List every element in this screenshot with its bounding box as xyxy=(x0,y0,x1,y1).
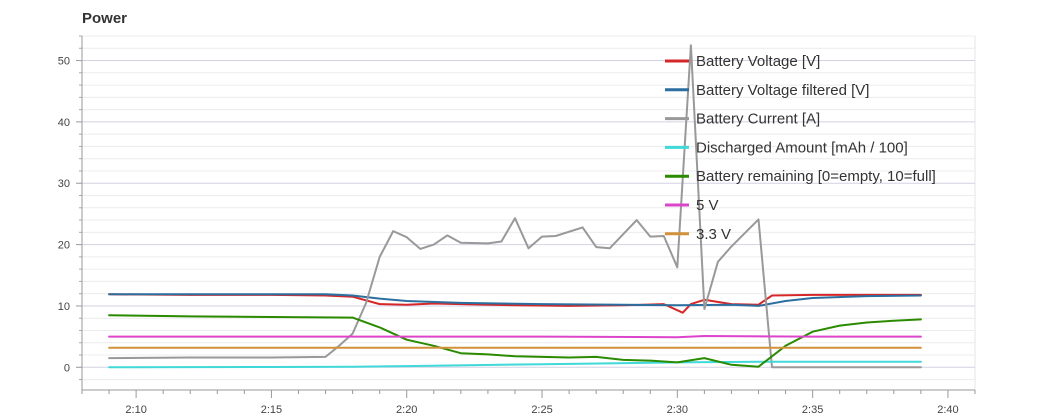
legend-label: Battery remaining [0=empty, 10=full] xyxy=(696,168,936,185)
x-tick-label: 2:10 xyxy=(125,404,146,416)
legend-label: 5 V xyxy=(696,197,719,214)
x-tick-label: 2:15 xyxy=(261,404,282,416)
grid xyxy=(81,35,976,391)
legend-item[interactable]: Discharged Amount [mAh / 100] xyxy=(665,139,908,156)
y-tick-label: 30 xyxy=(58,178,70,190)
legend-item[interactable]: Battery remaining [0=empty, 10=full] xyxy=(665,168,936,185)
series-line-2 xyxy=(108,293,922,307)
legend-label: Discharged Amount [mAh / 100] xyxy=(696,139,908,156)
y-tick-label: 20 xyxy=(58,240,70,252)
legend-label: Battery Voltage [V] xyxy=(696,53,820,70)
series-line-6 xyxy=(108,335,922,339)
x-tick-label: 2:30 xyxy=(667,404,688,416)
y-tick-label: 0 xyxy=(64,362,70,374)
legend-item[interactable]: Battery Voltage [V] xyxy=(665,53,820,70)
chart-title: Power xyxy=(82,10,128,27)
x-tick-label: 2:35 xyxy=(802,404,823,416)
series-layer xyxy=(108,44,922,369)
legend-item[interactable]: Battery Current [A] xyxy=(665,111,820,128)
x-tick-label: 2:20 xyxy=(396,404,417,416)
legend-label: 3.3 V xyxy=(696,226,731,243)
series-line-3 xyxy=(108,44,922,369)
x-tick-label: 2:40 xyxy=(937,404,958,416)
y-tick-label: 10 xyxy=(58,301,70,313)
axes: 0 10 20 30 40 50 2:10 2:15 2:20 2:25 2:30 2:35 2:40 xyxy=(58,35,976,416)
legend-label: Battery Voltage filtered [V] xyxy=(696,82,869,99)
legend-label: Battery Current [A] xyxy=(696,111,820,128)
legend[interactable]: Battery Voltage [V] Battery Voltage filte… xyxy=(665,53,936,243)
y-tick-label: 40 xyxy=(58,117,70,129)
y-tick-label: 50 xyxy=(58,56,70,68)
legend-item[interactable]: Battery Voltage filtered [V] xyxy=(665,82,869,99)
series-line-4 xyxy=(108,360,922,369)
series-line-5 xyxy=(108,314,922,368)
legend-item[interactable]: 3.3 V xyxy=(665,226,731,243)
x-tick-label: 2:25 xyxy=(531,404,552,416)
legend-item[interactable]: 5 V xyxy=(665,197,719,214)
